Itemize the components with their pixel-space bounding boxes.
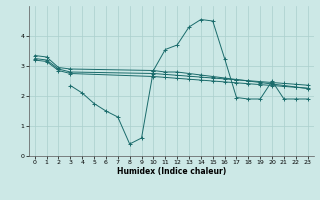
- X-axis label: Humidex (Indice chaleur): Humidex (Indice chaleur): [116, 167, 226, 176]
